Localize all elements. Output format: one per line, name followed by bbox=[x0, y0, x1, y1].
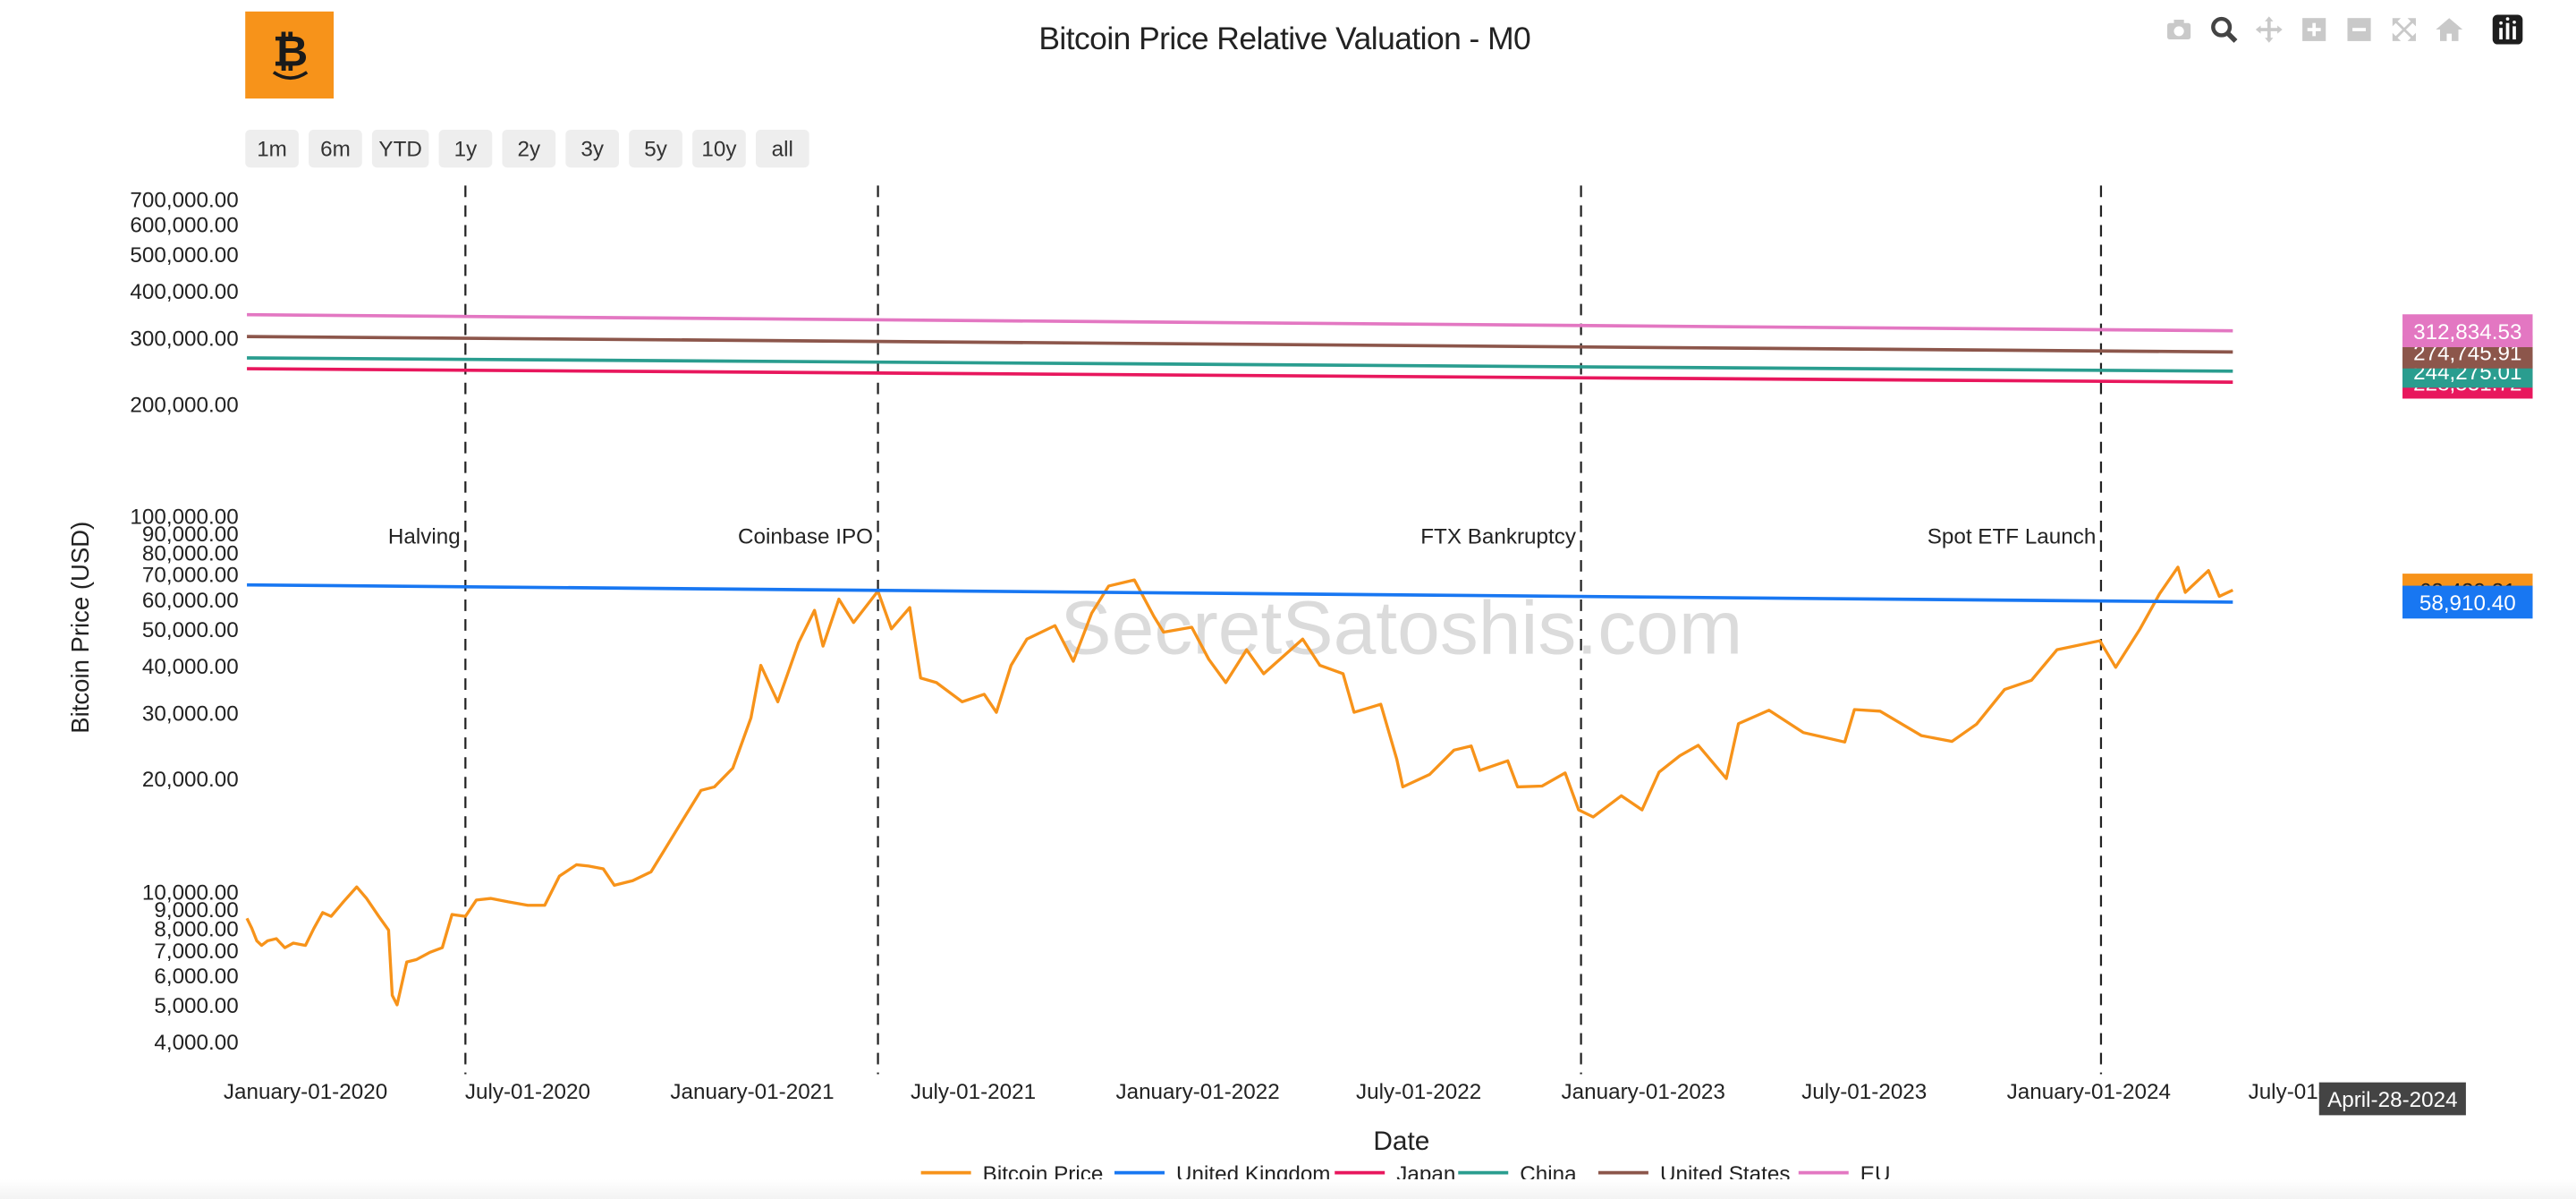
x-tick-label-3: July-01-2021 bbox=[911, 1080, 1036, 1104]
pan-icon[interactable] bbox=[2252, 13, 2285, 47]
y-tick-label-bottom-14: 90,000.00 bbox=[142, 523, 239, 547]
range-button-all[interactable]: all bbox=[755, 130, 809, 168]
range-button-2y[interactable]: 2y bbox=[502, 130, 556, 168]
range-button-3y[interactable]: 3y bbox=[565, 130, 620, 168]
zoom-out-icon[interactable] bbox=[2343, 13, 2376, 47]
zoom-in-icon[interactable] bbox=[2298, 13, 2331, 47]
series-line-5 bbox=[247, 312, 2233, 333]
y-tick-label-bottom-4: 8,000.00 bbox=[154, 918, 238, 942]
y-tick-label-bottom-9: 40,000.00 bbox=[142, 655, 239, 679]
y-tick-label-top-5: 700,000.00 bbox=[130, 188, 238, 212]
chart-title: Bitcoin Price Relative Valuation - M0 bbox=[1038, 22, 1531, 58]
y-tick-label-bottom-12: 70,000.00 bbox=[142, 564, 239, 588]
event-label-1: Coinbase IPO bbox=[738, 525, 873, 549]
autoscale-icon[interactable] bbox=[2387, 13, 2420, 47]
series-line-1 bbox=[247, 582, 2233, 604]
bitcoin-logo: ₿ bbox=[245, 11, 335, 99]
range-button-6m[interactable]: 6m bbox=[309, 130, 362, 168]
y-tick-label-bottom-8: 30,000.00 bbox=[142, 702, 239, 726]
x-axis-title: Date bbox=[1373, 1127, 1429, 1156]
y-tick-label-bottom-2: 6,000.00 bbox=[154, 965, 238, 989]
modebar bbox=[2162, 13, 2524, 47]
plotly-logo-icon[interactable] bbox=[2491, 13, 2524, 47]
svg-text:₿: ₿ bbox=[273, 28, 309, 76]
y-tick-label-bottom-6: 10,000.00 bbox=[142, 881, 239, 906]
x-tick-label-8: January-01-2024 bbox=[2007, 1080, 2171, 1104]
y-tick-label-bottom-7: 20,000.00 bbox=[142, 768, 239, 792]
y-tick-label-bottom-1: 5,000.00 bbox=[154, 994, 238, 1018]
event-label-0: Halving bbox=[388, 525, 461, 549]
series-line-2 bbox=[247, 367, 2233, 384]
y-tick-label-top-3: 500,000.00 bbox=[130, 243, 238, 268]
y-axis-title: Bitcoin Price (USD) bbox=[66, 522, 94, 734]
series-end-label-5: 312,834.53 bbox=[2413, 320, 2521, 344]
range-button-10y[interactable]: 10y bbox=[692, 130, 746, 168]
y-tick-label-top-1: 300,000.00 bbox=[130, 327, 238, 352]
y-tick-label-top-4: 600,000.00 bbox=[130, 214, 238, 238]
y-tick-label-bottom-15: 100,000.00 bbox=[130, 506, 238, 530]
x-tick-label-2: January-01-2021 bbox=[670, 1080, 834, 1104]
event-label-3: Spot ETF Launch bbox=[1928, 525, 2097, 549]
zoom-icon[interactable] bbox=[2207, 13, 2241, 47]
footer-strip bbox=[0, 1178, 2576, 1199]
range-button-1m[interactable]: 1m bbox=[245, 130, 299, 168]
bitcoin-logo-icon: ₿ bbox=[273, 28, 309, 81]
series-line-3 bbox=[247, 356, 2233, 373]
y-tick-label-bottom-3: 7,000.00 bbox=[154, 940, 238, 964]
series-line-4 bbox=[247, 335, 2233, 354]
hover-label: April-28-2024 bbox=[2327, 1088, 2458, 1112]
event-label-2: FTX Bankruptcy bbox=[1420, 525, 1576, 549]
series-end-box-5 bbox=[2402, 314, 2533, 347]
series-line-0 bbox=[245, 565, 2234, 1007]
camera-icon[interactable] bbox=[2162, 13, 2195, 47]
range-button-1y[interactable]: 1y bbox=[438, 130, 493, 168]
y-tick-label-top-0: 200,000.00 bbox=[130, 394, 238, 418]
x-tick-label-5: July-01-2022 bbox=[1356, 1080, 1481, 1104]
y-tick-label-bottom-5: 9,000.00 bbox=[154, 898, 238, 923]
series-end-box-1 bbox=[2402, 585, 2533, 619]
series-end-label-1: 58,910.40 bbox=[2419, 591, 2516, 616]
y-tick-label-bottom-0: 4,000.00 bbox=[154, 1031, 238, 1055]
x-tick-label-4: January-01-2022 bbox=[1115, 1080, 1279, 1104]
hover-label-box bbox=[2318, 1082, 2466, 1116]
y-tick-label-bottom-13: 80,000.00 bbox=[142, 541, 239, 565]
range-selector: 1m 6m YTD 1y 2y 3y 5y 10y all bbox=[245, 130, 809, 168]
x-tick-label-1: July-01-2020 bbox=[465, 1080, 590, 1104]
y-tick-label-top-2: 400,000.00 bbox=[130, 280, 238, 304]
y-tick-label-bottom-10: 50,000.00 bbox=[142, 618, 239, 642]
watermark: SecretSatoshis.com bbox=[1060, 586, 1742, 670]
range-button-ytd[interactable]: YTD bbox=[371, 130, 429, 168]
x-tick-label-6: January-01-2023 bbox=[1562, 1080, 1725, 1104]
range-button-5y[interactable]: 5y bbox=[629, 130, 682, 168]
y-tick-label-bottom-11: 60,000.00 bbox=[142, 589, 239, 613]
x-tick-label-0: January-01-2020 bbox=[224, 1080, 387, 1104]
home-icon[interactable] bbox=[2433, 13, 2466, 47]
x-tick-label-7: July-01-2023 bbox=[1801, 1080, 1927, 1104]
